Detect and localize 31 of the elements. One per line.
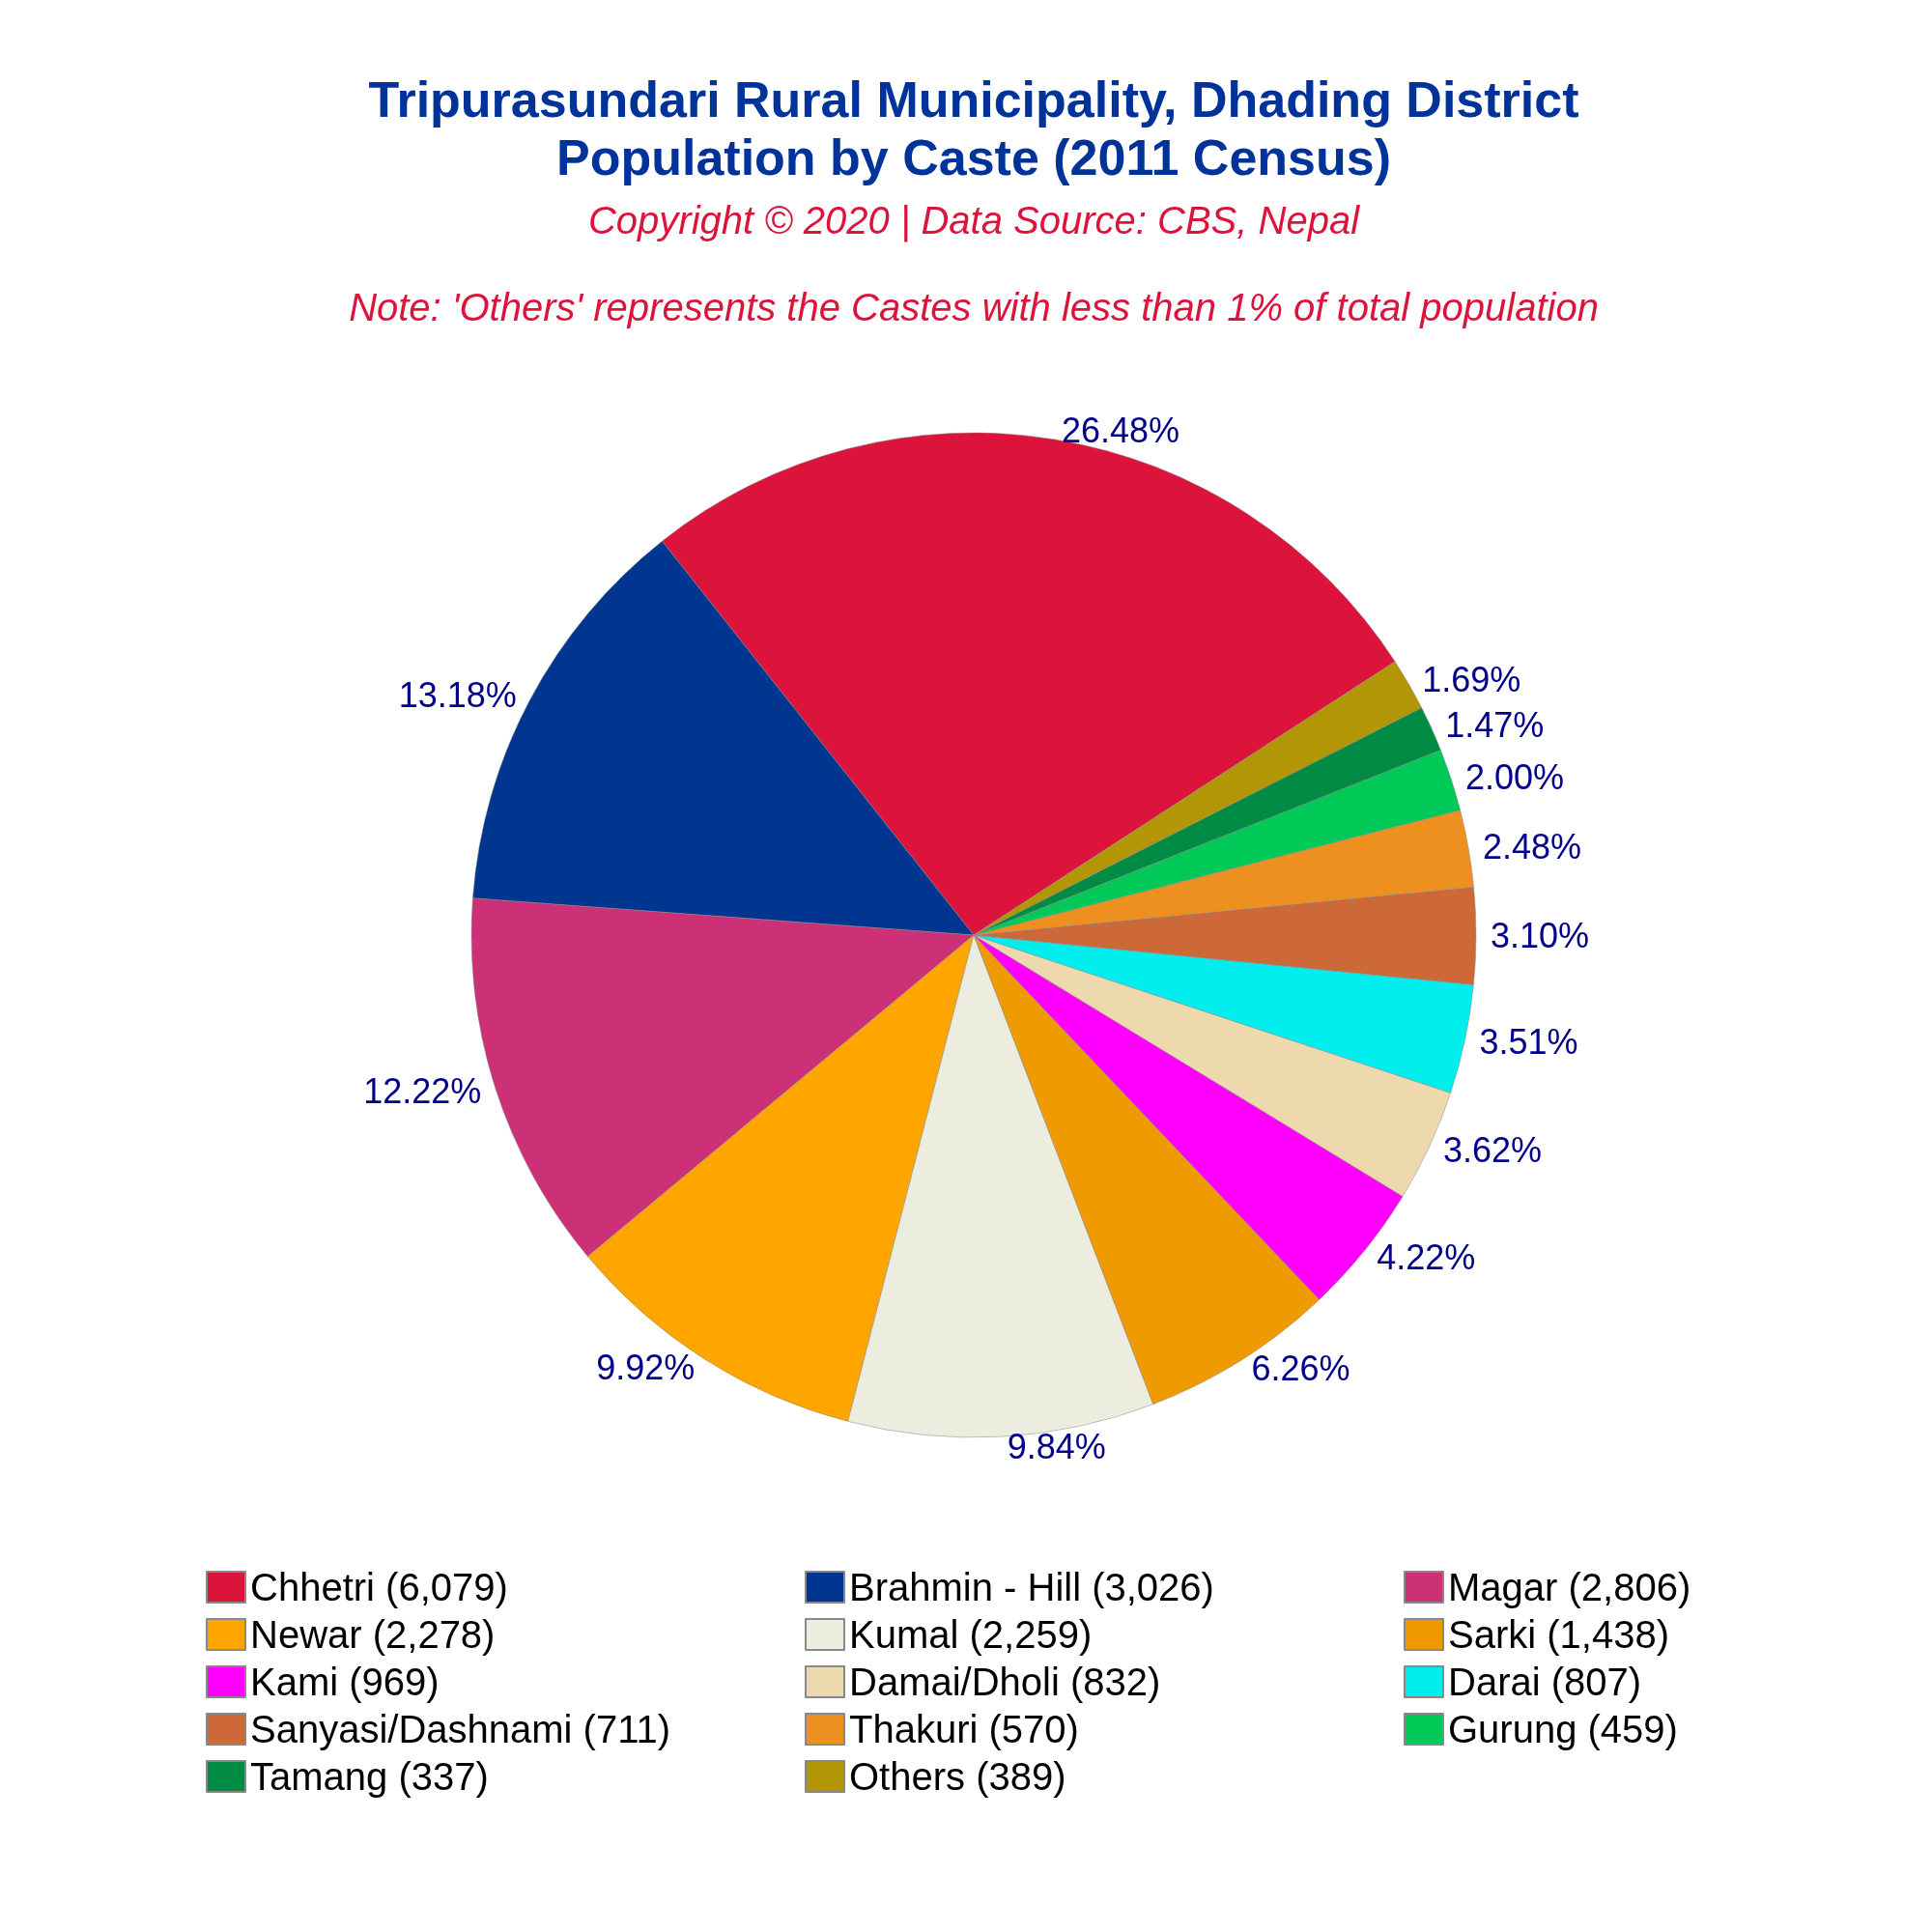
data-label: 12.22% — [363, 1071, 482, 1112]
data-label: 1.47% — [1445, 704, 1545, 745]
data-label: 3.10% — [1491, 916, 1590, 956]
text: Copyright © 2020 | Data Source: CBS, Nepal — [587, 199, 1361, 242]
chart-title: Tripurasundari Rural Municipality, Dhading District Population by Caste (2011 Census) — [368, 71, 1579, 185]
data-label: 26.48% — [1061, 410, 1180, 450]
data-label: 9.84% — [1007, 1426, 1106, 1466]
data-label: 9.92% — [596, 1348, 696, 1388]
data-label: 6.26% — [1251, 1348, 1350, 1388]
data-label: 2.00% — [1465, 756, 1565, 797]
legend-label: Magar (2,806) — [1448, 1566, 1691, 1608]
data-label: 4.22% — [1377, 1236, 1476, 1277]
legend-label: Brahmin - Hill (3,026) — [849, 1566, 1214, 1608]
legend-label: Sarki (1,438) — [1448, 1613, 1669, 1656]
legend-label: Chhetri (6,079) — [250, 1566, 508, 1608]
legend-label: Darai (807) — [1448, 1661, 1642, 1703]
legend-label: Thakuri (570) — [849, 1708, 1079, 1750]
data-label: 2.48% — [1483, 826, 1582, 867]
legend-label: Newar (2,278) — [250, 1613, 496, 1656]
data-label: 1.69% — [1422, 659, 1521, 699]
data-label: 13.18% — [398, 675, 517, 716]
legend-label: Kami (969) — [250, 1661, 440, 1703]
data-label: 3.62% — [1443, 1129, 1543, 1170]
legend-label: Gurung (459) — [1448, 1708, 1678, 1750]
text: Note: 'Others' represents the Castes with less than 1% of total population — [349, 286, 1599, 328]
legend-label: Others (389) — [849, 1755, 1066, 1798]
legend-label: Sanyasi/Dashnami (711) — [250, 1708, 671, 1750]
legend-label: Damai/Dholi (832) — [849, 1661, 1161, 1703]
legend-label: Tamang (337) — [250, 1755, 489, 1798]
data-label: 3.51% — [1479, 1021, 1578, 1062]
legend-label: Kumal (2,259) — [849, 1613, 1093, 1656]
